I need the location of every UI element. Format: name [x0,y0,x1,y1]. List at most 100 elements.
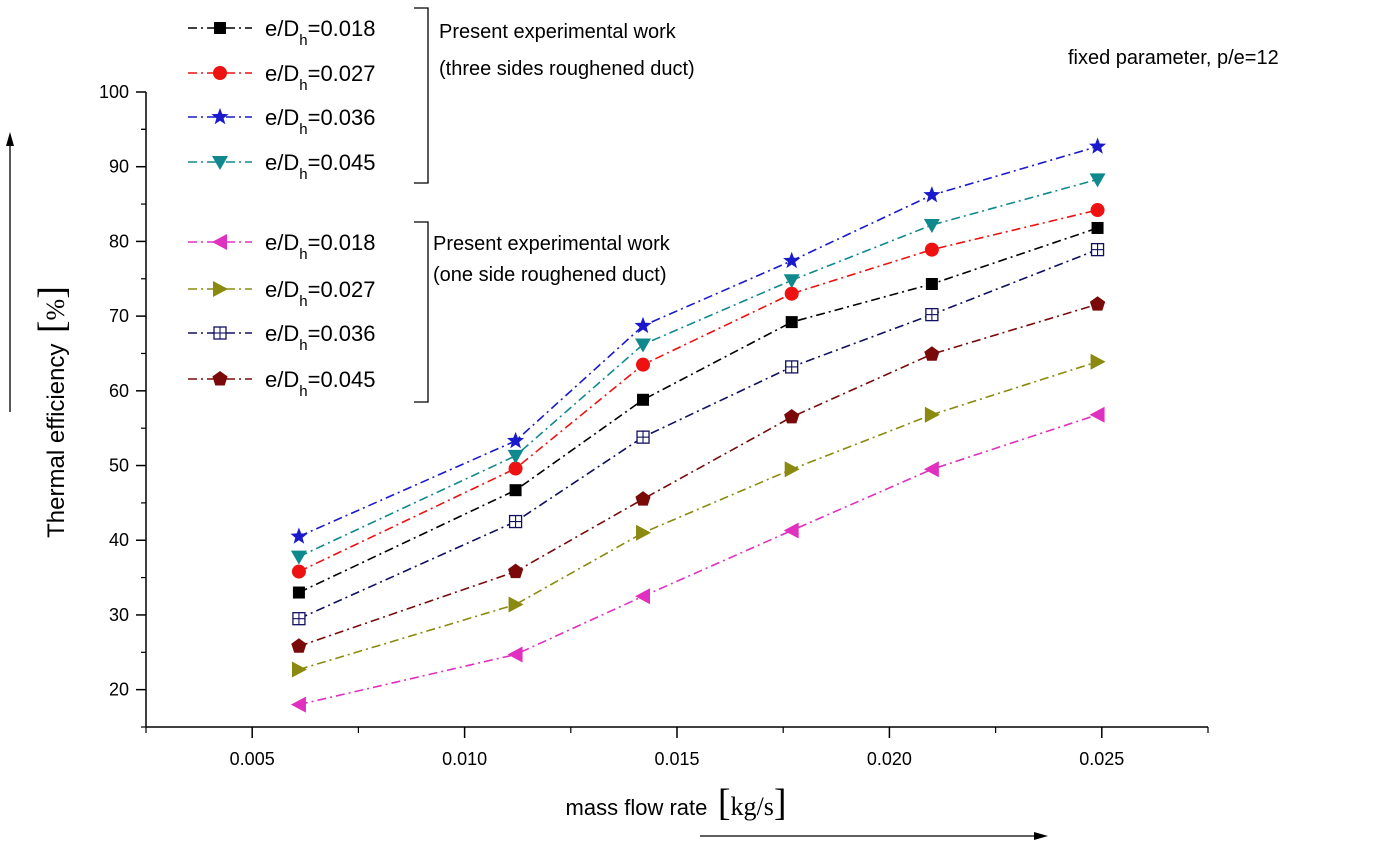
legend-label: e/Dh=0.027 [265,61,376,94]
x-tick-label: 0.025 [1079,749,1124,769]
data-point [1089,137,1107,154]
x-direction-arrow [700,832,1048,840]
x-tick-label: 0.005 [230,749,275,769]
y-axis-title: Thermal efficiency [%] [31,286,73,538]
series-line [298,227,1098,594]
legend-prefix: e/D [265,230,299,255]
data-point [507,431,525,449]
data-point [1089,173,1106,188]
legend-value: =0.027 [308,277,376,302]
y-tick-label: 90 [109,157,129,177]
legend-group-subtitle: (one side roughened duct) [433,264,667,286]
x-axis-label: mass flow rate [566,795,708,820]
y-tick-label: 30 [109,605,129,625]
legend-group-bracket [414,221,429,403]
y-tick-label: 20 [109,680,129,700]
data-point [291,661,307,678]
series-line [298,209,1098,573]
series-layer [290,137,1107,713]
data-point [1090,242,1105,257]
data-point [923,218,940,233]
y-tick-label: 70 [109,306,129,326]
series-one-side-0.027 [291,353,1106,678]
legend-prefix: e/D [265,16,299,41]
legend-prefix: e/D [265,61,299,86]
legend-value: =0.036 [308,105,376,130]
data-point [507,646,523,663]
legend-entry: e/Dh=0.036 [188,321,376,354]
series-line [298,413,1098,706]
legend-group-title: Present experimental work [433,233,671,255]
series-three-side-0.018 [292,221,1104,599]
y-direction-arrow [6,132,14,412]
legend-marker [213,66,227,80]
x-unit-open-bracket: [ [718,782,731,824]
legend-marker [213,326,227,340]
legend-group-subtitle: (three sides roughened duct) [439,58,695,80]
legend-subscript: h [299,293,307,310]
x-axis-title: mass flow rate [kg/s] [566,782,787,824]
legend-value: =0.036 [308,321,376,346]
x-tick-label: 0.015 [654,749,699,769]
legend-label: e/Dh=0.045 [265,367,376,400]
data-point [508,596,524,613]
data-point [636,430,650,444]
data-point [635,588,651,605]
data-point [291,564,306,579]
x-tick-label: 0.010 [442,749,487,769]
legend-group-bracket [414,7,429,184]
axes: 20 30 40 50 60 70 80 90 100 0.005 0.010 0.015 0.020 0… [99,82,1209,769]
data-point [783,251,801,269]
legend-label: e/Dh=0.036 [265,105,376,138]
data-point [1090,203,1105,218]
data-point [1089,296,1106,311]
legend-subscript: h [299,121,307,138]
data-point [291,638,307,653]
legend-label: e/Dh=0.018 [265,16,376,49]
data-point [507,449,524,464]
y-tick-label: 40 [109,530,129,550]
data-point [783,522,799,539]
legend-entry: e/Dh=0.018 [188,16,376,49]
series-line [298,145,1098,538]
data-point [1089,406,1105,423]
y-axis-label: Thermal efficiency [43,344,70,538]
legend-subscript: h [299,77,307,94]
y-tick-label: 50 [109,456,129,476]
x-tick-label: 0.020 [867,749,912,769]
y-unit-open-bracket: [ [31,320,73,333]
y-tick-label: 80 [109,231,129,251]
series-three-side-0.045 [290,173,1106,565]
series-one-side-0.036 [292,242,1105,626]
legend-marker [212,371,228,386]
series-one-side-0.045 [291,296,1106,653]
series-three-side-0.027 [291,203,1105,579]
data-point [508,514,523,529]
legend: e/Dh=0.018e/Dh=0.027e/Dh=0.036e/Dh=0.045… [188,7,695,403]
legend-label: e/Dh=0.045 [265,150,376,183]
legend-prefix: e/D [265,367,299,392]
legend-subscript: h [299,383,307,400]
data-point [636,357,651,372]
legend-value: =0.045 [308,150,376,175]
y-unit-close-bracket: ] [31,286,73,299]
legend-entry: e/Dh=0.036 [188,105,376,138]
data-point [290,527,308,544]
data-point [784,461,800,478]
legend-marker [212,234,227,250]
legend-value: =0.018 [308,16,376,41]
legend-label: e/Dh=0.036 [265,321,376,354]
data-point [924,406,940,423]
annotation-text: fixed parameter, p/e=12 [1068,47,1279,69]
data-point [292,612,306,626]
data-point [634,316,652,334]
y-axis-unit: % [41,299,70,321]
data-point [924,346,940,361]
series-line [298,178,1098,558]
legend-prefix: e/D [265,150,299,175]
legend-entry: e/Dh=0.045 [188,150,376,183]
series-line [298,248,1098,620]
legend-value: =0.045 [308,367,376,392]
legend-entry: e/Dh=0.027 [188,277,376,310]
